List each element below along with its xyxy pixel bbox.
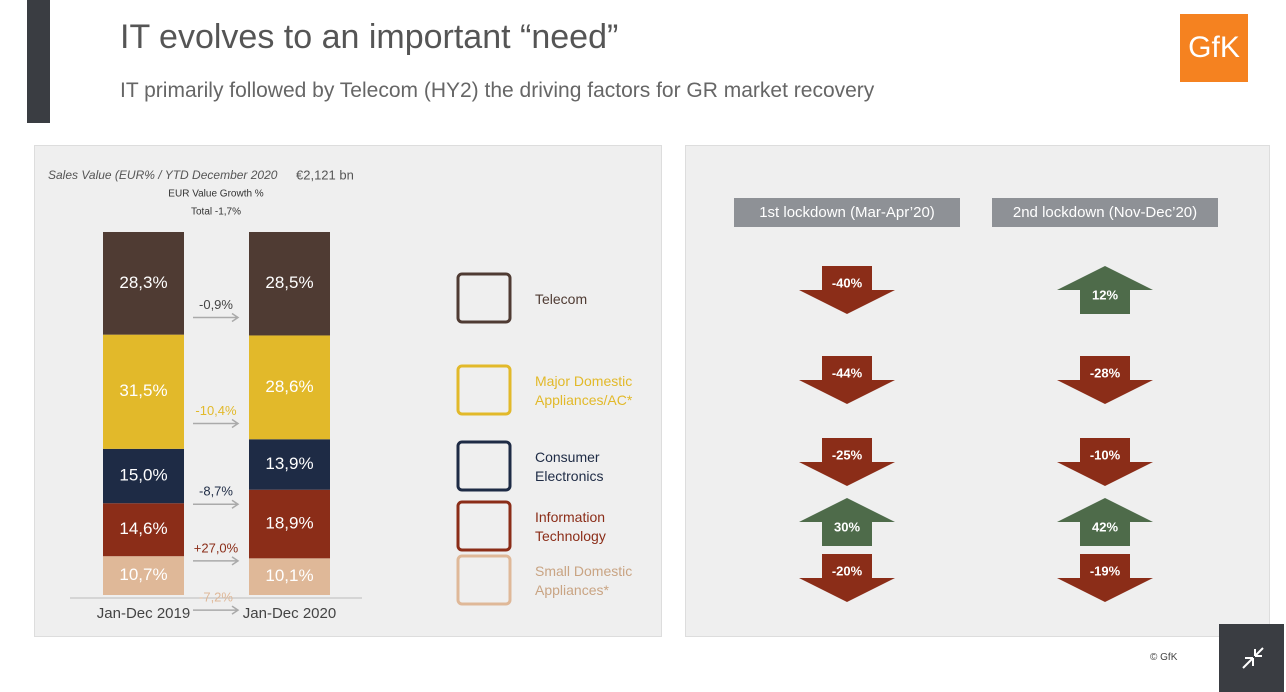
bar-label: 10,7%	[119, 565, 167, 584]
bar-segment	[103, 503, 184, 557]
legend-icon	[456, 272, 512, 324]
legend-label: Telecom	[535, 290, 588, 307]
column-header: 1st lockdown (Mar-Apr’20)	[759, 204, 935, 221]
growth-arrow	[193, 556, 240, 566]
trend-arrow	[1057, 554, 1153, 602]
x-tick-label: Jan-Dec 2020	[243, 605, 336, 622]
bar-segment	[249, 439, 330, 490]
trend-arrow	[1057, 498, 1153, 546]
trend-label: -19%	[1090, 563, 1121, 578]
minimize-button[interactable]	[1219, 624, 1284, 692]
bar-segment	[103, 334, 184, 449]
trend-arrow	[1057, 356, 1153, 404]
legend-label: Major Domestic Appliances/AC*	[535, 373, 633, 408]
legend-icon	[456, 554, 512, 606]
bar-segment	[103, 448, 184, 504]
bar-label: 14,6%	[119, 519, 167, 538]
trend-label: 42%	[1092, 519, 1118, 534]
trend-arrow	[799, 498, 895, 546]
bar-segment	[103, 556, 184, 595]
bar-segment	[249, 335, 330, 440]
growth-total: Total -1,7%	[191, 207, 241, 218]
trend-arrow	[799, 554, 895, 602]
bar-segment	[249, 232, 330, 336]
legend-icon	[456, 364, 512, 416]
trend-label: 12%	[1092, 287, 1118, 302]
trend-arrow	[1057, 266, 1153, 314]
growth-label: -8,7%	[199, 484, 233, 499]
bar-label: 28,6%	[265, 377, 313, 396]
subtitle: IT primarily followed by Telecom (HY2) t…	[120, 79, 875, 102]
column-header-box	[992, 198, 1218, 227]
caption: Sales Value (EUR% / YTD December 2020	[48, 168, 278, 182]
trend-label: -20%	[832, 563, 863, 578]
bar-label: 10,1%	[265, 566, 313, 585]
minimize-icon	[1242, 647, 1264, 669]
growth-label: -7,2%	[199, 590, 233, 605]
growth-label: -10,4%	[195, 403, 237, 418]
bar-label: 28,5%	[265, 273, 313, 292]
copyright: © GfK	[1150, 652, 1178, 663]
column-header-box	[734, 198, 960, 227]
bar-label: 15,0%	[119, 466, 167, 485]
growth-arrow	[193, 605, 240, 615]
trend-label: -10%	[1090, 447, 1121, 462]
trend-label: 30%	[834, 519, 860, 534]
growth-arrow	[193, 418, 240, 429]
bar-segment	[103, 232, 184, 335]
trend-label: -44%	[832, 365, 863, 380]
bar-label: 18,9%	[265, 514, 313, 533]
trend-arrow	[1057, 438, 1153, 486]
bar-label: 31,5%	[119, 381, 167, 400]
bar-segment	[249, 489, 330, 559]
bar-segment	[249, 558, 330, 595]
legend-label: Consumer Electronics	[535, 449, 604, 484]
legend-label: Small Domestic Appliances*	[535, 563, 633, 598]
trend-arrow	[799, 438, 895, 486]
bar-label: 28,3%	[119, 273, 167, 292]
growth-arrow	[193, 312, 240, 323]
trend-arrow	[799, 356, 895, 404]
growth-title: EUR Value Growth %	[168, 189, 264, 200]
x-tick-label: Jan-Dec 2019	[97, 605, 190, 622]
logo: GfK	[1180, 14, 1248, 82]
title: IT evolves to an important “need”	[120, 18, 619, 56]
trend-arrow	[799, 266, 895, 314]
legend-icon	[456, 440, 512, 492]
trend-label: -40%	[832, 275, 863, 290]
growth-label: +27,0%	[194, 540, 239, 555]
trend-label: -28%	[1090, 365, 1121, 380]
legend-icon	[456, 500, 512, 552]
side-bar	[27, 0, 50, 123]
growth-label: -0,9%	[199, 297, 233, 312]
growth-arrow	[193, 499, 240, 509]
total-value: €2,121 bn	[296, 167, 354, 182]
bar-label: 13,9%	[265, 454, 313, 473]
trend-label: -25%	[832, 447, 863, 462]
column-header: 2nd lockdown (Nov-Dec’20)	[1013, 204, 1197, 221]
legend-label: Information Technology	[535, 509, 606, 544]
